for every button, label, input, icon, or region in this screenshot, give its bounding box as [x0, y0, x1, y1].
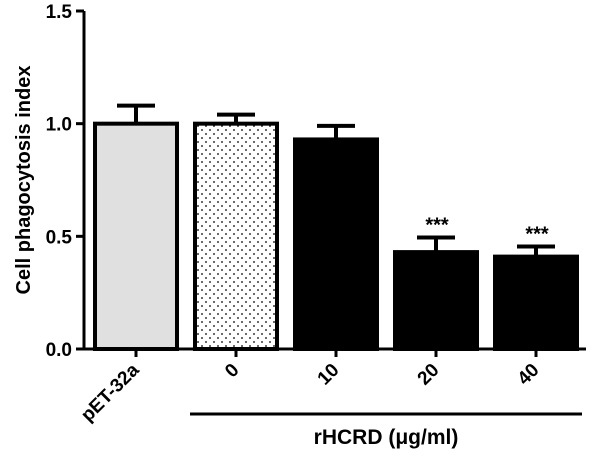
x-axis-label: rHCRD (μg/ml) [314, 426, 459, 449]
x-tick-label-20: 20 [414, 360, 444, 390]
significance-label-40: *** [525, 223, 549, 245]
y-tick-label-0.5: 0.5 [46, 227, 73, 248]
x-tick-label-10: 10 [314, 360, 344, 390]
x-tick-label-40: 40 [514, 360, 544, 390]
y-tick-label-1.5: 1.5 [46, 2, 73, 23]
x-tick-label-pET-32a: pET-32a [77, 359, 144, 426]
bar-40 [493, 254, 579, 352]
bars-layer: *** *** [93, 103, 579, 352]
bar-pET-32a [93, 121, 179, 351]
y-axis-label: Cell phagocytosis index [13, 66, 35, 295]
y-tick-label-1.0: 1.0 [46, 115, 72, 136]
bar-0 [193, 121, 279, 351]
bar-20 [393, 250, 479, 352]
bar-10 [293, 137, 379, 351]
significance-label-20: *** [425, 214, 449, 236]
x-tick-label-0: 0 [221, 360, 243, 382]
y-tick-label-0.0: 0.0 [46, 340, 72, 361]
